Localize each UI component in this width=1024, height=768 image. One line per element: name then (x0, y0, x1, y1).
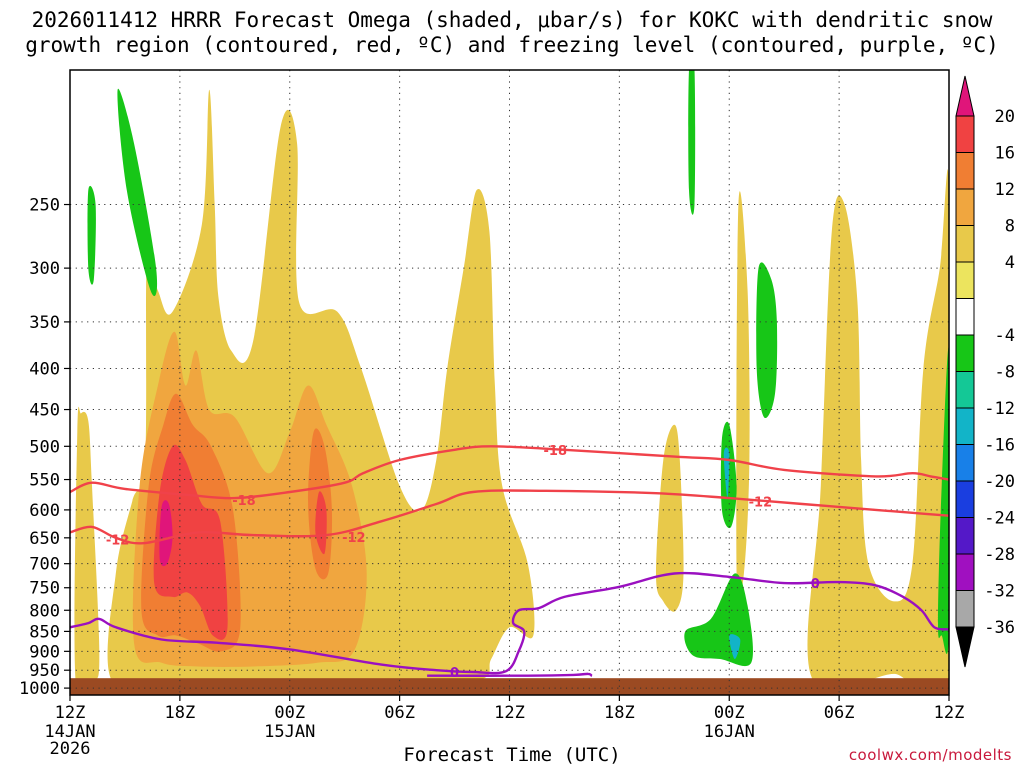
colorbar-box-14 (955, 590, 975, 628)
xtick-year-0: 2026 (50, 739, 91, 759)
omega-region-13 (688, 70, 696, 215)
colorbar-bottom-triangle (955, 626, 975, 668)
colorbar-top-triangle (955, 75, 975, 117)
site-credit[interactable]: coolwx.com/modelts (848, 746, 1012, 764)
xtick-label-24: 12Z (494, 703, 525, 723)
colorbar-label-13: -36 (984, 618, 1015, 638)
xtick-label-18: 06Z (384, 703, 415, 723)
colorbar: 20 16 12 8 4 -4 -8 -12 -16 -20 -24 -28 -32 -36 (955, 75, 1015, 668)
xtick-date-0: 14JAN (44, 722, 95, 742)
colorbar-label-11: -28 (984, 545, 1015, 565)
colorbar-label-3: 8 (1005, 217, 1015, 237)
xtick-date-12: 15JAN (264, 722, 315, 742)
colorbar-label-7: -12 (984, 399, 1015, 419)
colorbar-label-9: -20 (984, 472, 1015, 492)
omega-region-14 (756, 262, 778, 419)
contour-label-0-1: -18 (544, 444, 568, 459)
contour-label-2-1: 0 (811, 577, 820, 592)
ytick-label-400: 400 (29, 359, 60, 379)
colorbar-box-3 (955, 188, 975, 226)
ytick-label-550: 550 (29, 471, 60, 491)
ytick-label-300: 300 (29, 259, 60, 279)
xtick-label-42: 06Z (824, 703, 855, 723)
ytick-label-600: 600 (29, 501, 60, 521)
contour-label-2-0: 0 (450, 666, 459, 681)
x-axis-title: Forecast Time (UTC) (403, 744, 621, 766)
omega-region-12 (87, 185, 96, 285)
colorbar-box-12 (955, 517, 975, 555)
omega-region-1 (74, 406, 100, 695)
colorbar-label-6: -8 (995, 363, 1015, 383)
colorbar-box-1 (955, 115, 975, 153)
ytick-label-450: 450 (29, 401, 60, 421)
colorbar-label-1: 16 (995, 144, 1015, 164)
colorbar-box-7 (955, 334, 975, 372)
ytick-label-800: 800 (29, 601, 60, 621)
colorbar-box-5 (955, 261, 975, 299)
ytick-label-750: 750 (29, 579, 60, 599)
colorbar-box-9 (955, 407, 975, 445)
contour-red-1 (70, 489, 949, 545)
omega-shading (74, 70, 949, 695)
chart-title-line1: 2026011412 HRRR Forecast Omega (shaded, … (31, 8, 993, 32)
contour-label-1-2: -12 (749, 496, 773, 511)
ytick-label-850: 850 (29, 622, 60, 642)
contour-label-0-0: -18 (232, 494, 256, 509)
omega-region-10 (159, 500, 173, 567)
xtick-label-36: 00Z (714, 703, 745, 723)
colorbar-label-2: 12 (995, 180, 1015, 200)
colorbar-box-8 (955, 371, 975, 409)
colorbar-label-5: -4 (995, 326, 1015, 346)
colorbar-label-12: -32 (984, 582, 1015, 602)
xtick-label-0: 12Z (55, 703, 86, 723)
chart-title-line2: growth region (contoured, red, ºC) and f… (25, 33, 999, 57)
colorbar-box-2 (955, 152, 975, 190)
colorbar-box-4 (955, 225, 975, 263)
colorbar-label-0: 20 (995, 107, 1015, 127)
xtick-label-6: 18Z (165, 703, 196, 723)
y-axis: 2503003504004505005506006507007508008509… (19, 196, 70, 699)
colorbar-box-13 (955, 553, 975, 591)
omega-region-11 (117, 88, 158, 297)
colorbar-label-8: -16 (984, 436, 1015, 456)
ytick-label-900: 900 (29, 642, 60, 662)
ytick-label-250: 250 (29, 196, 60, 216)
omega-region-17 (938, 347, 949, 654)
contours (70, 445, 949, 678)
xtick-label-12: 00Z (274, 703, 305, 723)
ytick-label-700: 700 (29, 555, 60, 575)
xtick-label-48: 12Z (934, 703, 965, 723)
omega-region-9 (315, 491, 327, 555)
ytick-label-500: 500 (29, 437, 60, 457)
omega-region-2 (656, 424, 684, 612)
xtick-date-36: 16JAN (704, 722, 755, 742)
colorbar-label-4: 4 (1005, 253, 1015, 273)
contour-red-0 (70, 445, 949, 500)
contour-label-1-0: -12 (106, 533, 130, 548)
colorbar-label-10: -24 (984, 509, 1015, 529)
contour-purple-3 (427, 672, 593, 678)
ytick-label-950: 950 (29, 661, 60, 681)
colorbar-box-11 (955, 480, 975, 518)
colorbar-box-6 (955, 298, 975, 336)
colorbar-box-10 (955, 444, 975, 482)
omega-region-19 (729, 634, 741, 660)
ytick-label-350: 350 (29, 313, 60, 333)
ytick-label-650: 650 (29, 529, 60, 549)
ytick-label-1000: 1000 (19, 679, 60, 699)
contour-purple-2 (70, 571, 949, 675)
contour-label-1-1: -12 (342, 531, 366, 546)
xtick-label-30: 18Z (604, 703, 635, 723)
omega-region-4 (736, 191, 750, 606)
contour-labels: -18 -18 -12 -12 -12 0 0 (106, 444, 820, 681)
